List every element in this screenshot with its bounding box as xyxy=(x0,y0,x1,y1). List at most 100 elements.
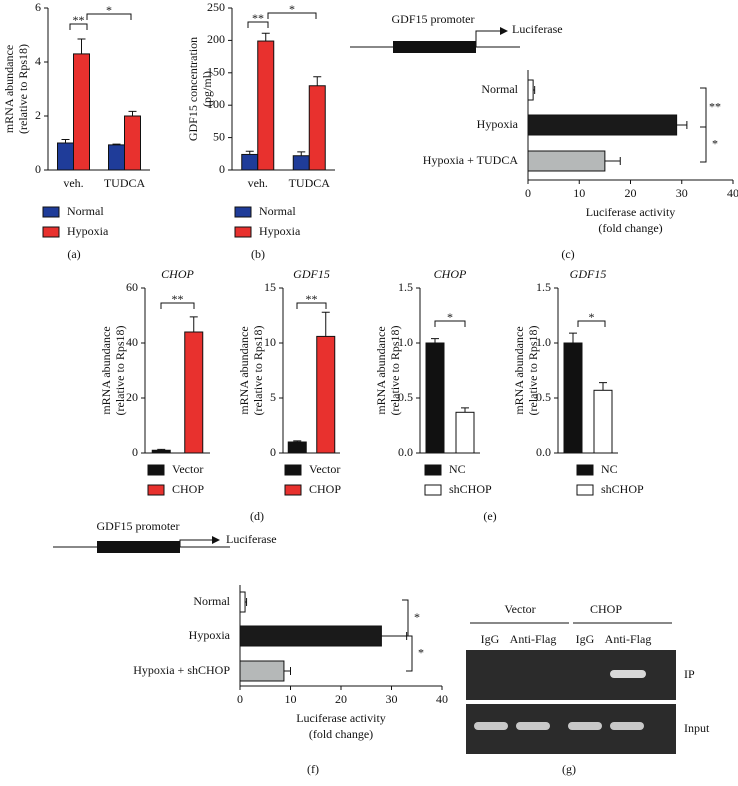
legend-swatch xyxy=(576,484,594,496)
bar xyxy=(239,591,246,613)
bar xyxy=(593,389,613,454)
legend-swatch xyxy=(42,226,60,238)
error-bar xyxy=(676,121,688,129)
x-axis-label: (fold change) xyxy=(309,727,373,741)
panel-label: (c) xyxy=(561,247,574,261)
x-tick-label: 20 xyxy=(625,186,637,200)
promoter-label: GDF15 promoter xyxy=(392,12,475,26)
bar xyxy=(239,625,382,647)
y-tick-label: 5 xyxy=(270,390,276,404)
gel-band xyxy=(568,722,602,730)
error-bar xyxy=(61,138,70,143)
bar xyxy=(308,85,326,171)
significance-label: * xyxy=(289,2,295,16)
legend-swatch xyxy=(576,464,594,476)
promoter-box xyxy=(393,41,476,53)
significance-bracket xyxy=(160,302,195,309)
y-axis-label: (relative to Rps18) xyxy=(16,44,30,134)
promoter-arrow xyxy=(475,30,500,47)
error-bar xyxy=(313,76,322,86)
y-tick-label: Hypoxia + shCHOP xyxy=(133,663,230,677)
significance-bracket xyxy=(267,12,317,19)
x-tick-label: 20 xyxy=(335,692,347,706)
y-tick-label: 1.5 xyxy=(398,280,413,294)
y-axis-label: mRNA abundance xyxy=(374,326,388,414)
bar xyxy=(73,53,90,171)
error-bar xyxy=(461,407,469,413)
y-tick-label: 1.5 xyxy=(536,280,551,294)
gel-band xyxy=(610,670,646,678)
y-axis-label: (relative to Rps18) xyxy=(251,326,265,416)
error-bar xyxy=(157,448,166,451)
gel-row-label: IP xyxy=(684,667,695,681)
significance-label: ** xyxy=(73,13,85,27)
legend-label: Normal xyxy=(259,204,296,218)
y-tick-label: Hypoxia + TUDCA xyxy=(423,153,519,167)
y-tick-label: 0.5 xyxy=(398,390,413,404)
x-tick-label: TUDCA xyxy=(104,176,146,190)
bar xyxy=(239,660,285,682)
significance-bracket xyxy=(700,87,707,128)
promoter-box xyxy=(97,541,180,553)
significance-bracket xyxy=(296,302,327,309)
legend-label: NC xyxy=(449,462,466,476)
y-axis-label: (relative to Rps18) xyxy=(113,326,127,416)
y-tick-label: 0 xyxy=(219,162,225,176)
significance-bracket xyxy=(434,320,466,327)
significance-label: * xyxy=(414,610,420,624)
y-tick-label: 0 xyxy=(132,445,138,459)
y-tick-label: 250 xyxy=(207,0,225,14)
error-bar xyxy=(128,110,137,116)
bar xyxy=(292,155,310,171)
legend-label: shCHOP xyxy=(449,482,492,496)
y-axis-label: (pg/ml) xyxy=(200,71,214,107)
error-bar xyxy=(533,86,536,94)
error-bar xyxy=(293,440,302,442)
x-axis-label: Luciferase activity xyxy=(586,205,676,219)
y-tick-label: 60 xyxy=(126,280,138,294)
error-bar xyxy=(599,382,607,391)
y-tick-label: 0 xyxy=(35,162,41,176)
legend-label: shCHOP xyxy=(601,482,644,496)
legend-swatch xyxy=(42,206,60,218)
y-tick-label: 0 xyxy=(270,445,276,459)
significance-label: * xyxy=(106,3,112,17)
significance-label: ** xyxy=(252,11,264,25)
y-tick-label: Hypoxia xyxy=(477,117,519,131)
lane-label: Anti-Flag xyxy=(510,632,557,646)
gel-group: Vector xyxy=(504,602,535,616)
error-bar xyxy=(245,598,248,606)
reporter-label: Luciferase xyxy=(226,532,277,546)
chart-title: GDF15 xyxy=(293,267,330,281)
y-tick-label: 0.5 xyxy=(536,390,551,404)
significance-label: * xyxy=(712,136,718,150)
gel-row-label: Input xyxy=(684,721,710,735)
significance-label: ** xyxy=(172,292,184,306)
y-tick-label: 4 xyxy=(35,54,41,68)
legend-swatch xyxy=(424,484,442,496)
gel-band xyxy=(474,722,508,730)
promoter-arrow xyxy=(179,539,212,547)
significance-bracket xyxy=(402,599,409,637)
legend-label: NC xyxy=(601,462,618,476)
x-tick-label: veh. xyxy=(248,176,268,190)
chart-title: CHOP xyxy=(434,267,467,281)
y-axis-label: mRNA abundance xyxy=(2,45,16,133)
significance-bracket xyxy=(406,635,413,672)
panel-label: (d) xyxy=(250,509,264,523)
bar xyxy=(184,331,204,454)
x-tick-label: 40 xyxy=(727,186,738,200)
promoter-label: GDF15 promoter xyxy=(97,519,180,533)
significance-bracket xyxy=(700,126,707,163)
panel-label: (g) xyxy=(562,762,576,776)
bar xyxy=(316,335,336,454)
bar xyxy=(527,150,606,172)
y-tick-label: 50 xyxy=(213,129,225,143)
x-axis-label: (fold change) xyxy=(598,221,662,235)
y-tick-label: 40 xyxy=(126,335,138,349)
y-tick-label: 20 xyxy=(126,390,138,404)
bar xyxy=(527,79,534,101)
arrow-head xyxy=(500,27,508,35)
legend-label: CHOP xyxy=(172,482,204,496)
